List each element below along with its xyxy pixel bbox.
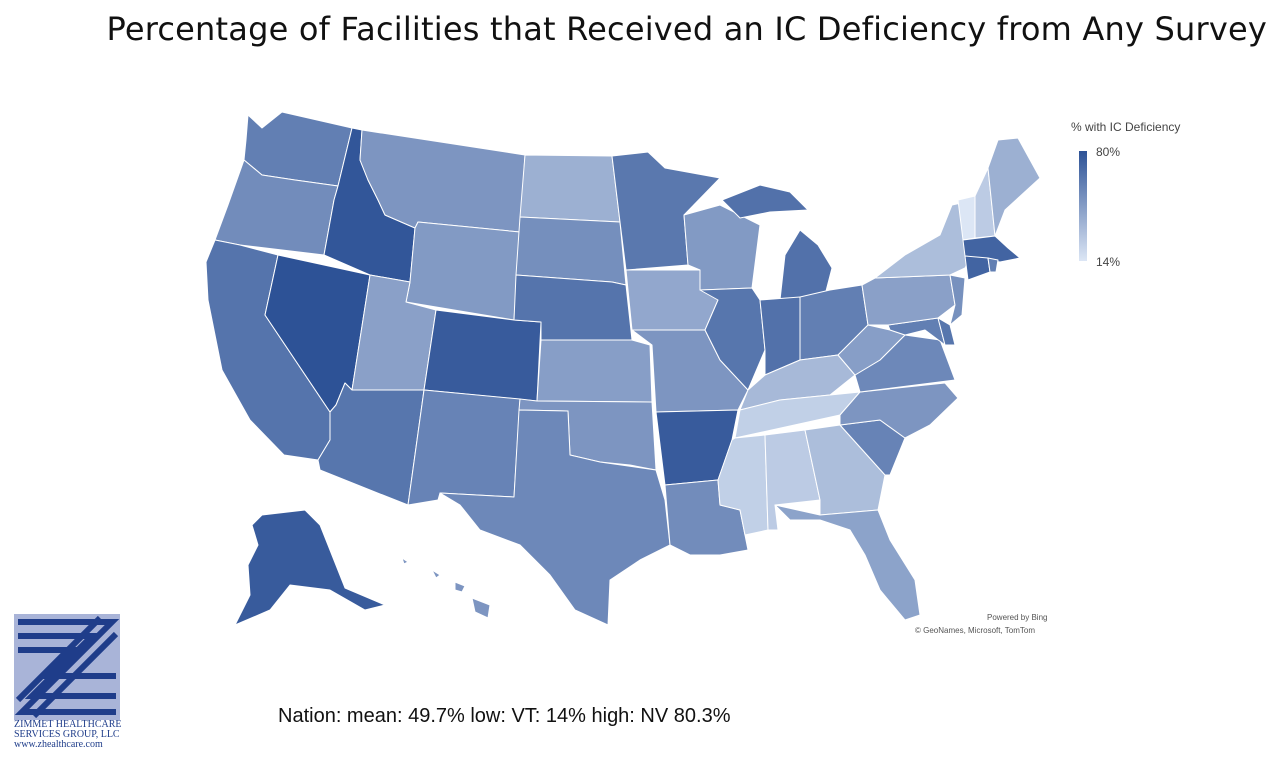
- legend-title: % with IC Deficiency: [1071, 120, 1181, 134]
- company-line-1: ZIMMET HEALTHCARE: [14, 719, 122, 730]
- legend-max-label: 80%: [1096, 145, 1121, 159]
- state-ri[interactable]: [987, 257, 999, 273]
- state-nd[interactable]: [519, 154, 621, 223]
- state-sd[interactable]: [515, 216, 627, 286]
- state-fl[interactable]: [774, 504, 921, 621]
- state-de[interactable]: [937, 317, 956, 346]
- state-pa[interactable]: [861, 274, 956, 326]
- company-name: ZIMMET HEALTHCARE SERVICES GROUP, LLC ww…: [14, 720, 122, 750]
- us-choropleth-map: [205, 111, 1041, 626]
- national-summary: Nation: mean: 49.7% low: VT: 14% high: N…: [278, 705, 731, 727]
- map-title: Percentage of Facilities that Received a…: [106, 10, 1267, 48]
- state-ct[interactable]: [964, 255, 991, 281]
- legend-min-label: 14%: [1096, 255, 1121, 269]
- state-tx[interactable]: [439, 409, 671, 626]
- state-ks[interactable]: [536, 339, 653, 403]
- company-website[interactable]: www.zhealthcare.com: [14, 739, 103, 750]
- state-nm[interactable]: [407, 389, 521, 506]
- zimmet-logo-icon: [14, 614, 120, 720]
- state-me[interactable]: [987, 137, 1041, 237]
- company-line-2: SERVICES GROUP, LLC: [14, 729, 120, 740]
- state-nj[interactable]: [949, 274, 966, 326]
- map-attribution: © GeoNames, Microsoft, TomTom: [915, 626, 1035, 635]
- state-co[interactable]: [423, 309, 542, 402]
- state-wy[interactable]: [405, 221, 521, 321]
- state-nc[interactable]: [839, 382, 959, 439]
- powered-by-bing: Powered by Bing: [987, 613, 1048, 622]
- state-ak[interactable]: [234, 509, 386, 626]
- legend-color-scale: [1079, 151, 1087, 261]
- state-hi[interactable]: [401, 557, 491, 619]
